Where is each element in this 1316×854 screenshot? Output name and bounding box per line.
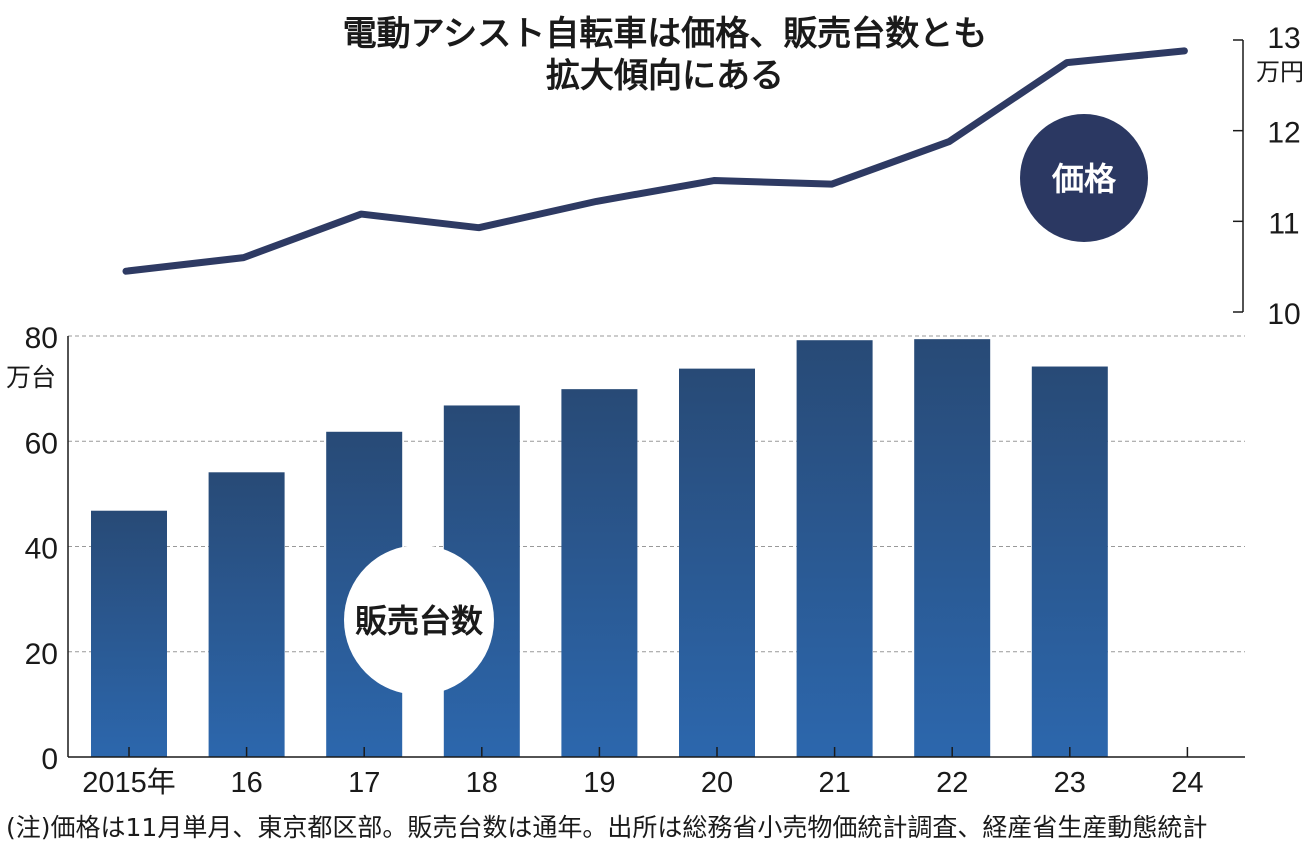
x-tick-label-19: 19 bbox=[583, 767, 615, 799]
x-tick-label-20: 20 bbox=[701, 767, 733, 799]
x-tick-label-24: 24 bbox=[1171, 767, 1203, 799]
chart-title-line-1: 電動アシスト自転車は価格、販売台数とも bbox=[342, 14, 988, 54]
x-tick-label-23: 23 bbox=[1054, 767, 1086, 799]
sales-badge bbox=[344, 545, 494, 695]
price-unit-label: 万円 bbox=[1256, 59, 1304, 86]
price-line bbox=[122, 47, 1188, 275]
x-tick-label-2015年: 2015年 bbox=[82, 766, 176, 799]
sales-badge-label: 販売台数 bbox=[355, 603, 484, 639]
bar-2015年 bbox=[91, 510, 167, 757]
bar-16 bbox=[208, 472, 285, 757]
price-tick-label-13: 13 bbox=[1267, 22, 1300, 55]
bar-21 bbox=[796, 340, 873, 757]
sales-tick-label-60: 60 bbox=[25, 427, 58, 460]
sales-tick-label-20: 20 bbox=[25, 638, 58, 671]
price-badge bbox=[1020, 114, 1148, 242]
bar-22 bbox=[914, 339, 991, 757]
price-badge-label: 価格 bbox=[1051, 161, 1117, 197]
sales-tick-label-0: 0 bbox=[41, 743, 58, 776]
chart-title-line-2: 拡大傾向にある bbox=[546, 56, 784, 96]
x-tick-label-21: 21 bbox=[818, 767, 850, 799]
sales-unit-label: 万台 bbox=[6, 364, 56, 392]
price-tick-label-10: 10 bbox=[1267, 298, 1300, 331]
bar-20 bbox=[679, 368, 755, 757]
price-tick-label-12: 12 bbox=[1267, 117, 1300, 150]
bar-23 bbox=[1031, 366, 1108, 757]
x-tick-label-22: 22 bbox=[936, 767, 968, 799]
sales-tick-label-40: 40 bbox=[25, 533, 58, 566]
x-tick-label-18: 18 bbox=[466, 767, 498, 799]
x-tick-label-17: 17 bbox=[348, 767, 380, 799]
sales-tick-label-80: 80 bbox=[25, 322, 58, 355]
footnote: (注)価格は11月単月、東京都区部。販売台数は通年。出所は総務省小売物価統計調査… bbox=[6, 813, 1208, 842]
price-tick-label-11: 11 bbox=[1268, 207, 1299, 240]
x-tick-label-16: 16 bbox=[230, 767, 262, 799]
bar-19 bbox=[561, 389, 638, 757]
